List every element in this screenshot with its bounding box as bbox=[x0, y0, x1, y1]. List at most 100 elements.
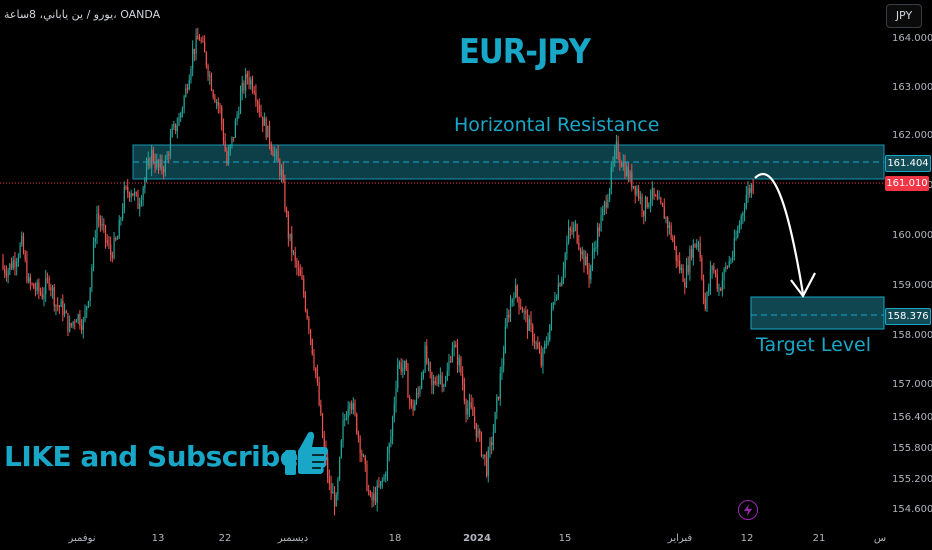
candle-body bbox=[144, 179, 146, 188]
candle-body bbox=[29, 277, 31, 284]
candle-body bbox=[303, 278, 305, 295]
candle-body bbox=[133, 192, 136, 196]
candle-body bbox=[578, 242, 580, 250]
candle-body bbox=[43, 294, 45, 299]
candle-body bbox=[241, 82, 243, 93]
candle-body bbox=[248, 77, 250, 85]
candle-body bbox=[714, 270, 717, 275]
candle-body bbox=[448, 361, 450, 371]
y-tick-label: 164.000 bbox=[892, 33, 932, 44]
candle-body bbox=[318, 382, 320, 405]
candle-body bbox=[186, 88, 189, 90]
candle-body bbox=[51, 287, 54, 291]
candle-body bbox=[371, 495, 373, 501]
candle-body bbox=[643, 210, 645, 217]
candle-body bbox=[33, 283, 35, 289]
candle-body bbox=[62, 300, 64, 316]
candle-body bbox=[689, 248, 691, 273]
candle-body bbox=[164, 159, 166, 172]
candle-body bbox=[374, 493, 377, 503]
candle-body bbox=[513, 297, 515, 299]
candle-body bbox=[672, 237, 674, 242]
arrow-head bbox=[790, 272, 816, 299]
candle-body bbox=[444, 380, 447, 386]
candle-body bbox=[752, 184, 754, 192]
candle-body bbox=[332, 491, 334, 494]
target-zone bbox=[750, 296, 885, 330]
candle-body bbox=[380, 481, 382, 487]
candle-body bbox=[130, 193, 132, 198]
candle-body bbox=[656, 195, 659, 200]
candle-body bbox=[55, 305, 57, 307]
candle-body bbox=[263, 118, 266, 126]
candle-body bbox=[709, 269, 712, 288]
candle-body bbox=[544, 344, 546, 350]
candle-body bbox=[684, 282, 686, 288]
candle-body bbox=[14, 260, 16, 267]
candle-body bbox=[576, 224, 578, 243]
candle-body bbox=[533, 341, 536, 343]
candle-body bbox=[226, 150, 228, 165]
candle-body bbox=[685, 265, 688, 288]
candle-body bbox=[176, 125, 178, 132]
candle-body bbox=[639, 196, 641, 199]
candle-body bbox=[477, 430, 479, 437]
candle-body bbox=[518, 297, 520, 308]
candle-body bbox=[545, 343, 547, 345]
x-tick-label: نوفمبر bbox=[67, 533, 95, 544]
candle-body bbox=[586, 256, 588, 270]
candle-body bbox=[451, 347, 453, 362]
candle-body bbox=[615, 141, 618, 151]
candle-body bbox=[198, 39, 201, 41]
candle-body bbox=[692, 243, 694, 258]
candle-body bbox=[316, 373, 319, 383]
candle-body bbox=[149, 158, 151, 168]
candle-body bbox=[515, 285, 517, 298]
candle-body bbox=[128, 192, 131, 198]
candle-body bbox=[53, 287, 55, 307]
candle-body bbox=[246, 74, 248, 78]
candle-body bbox=[82, 319, 84, 331]
candle-body bbox=[602, 208, 604, 216]
candle-body bbox=[352, 402, 354, 410]
candle-body bbox=[315, 367, 317, 374]
candle-body bbox=[77, 314, 79, 321]
candle-body bbox=[675, 246, 677, 261]
candle-body bbox=[122, 209, 124, 219]
candle-body bbox=[116, 238, 119, 240]
candle-body bbox=[723, 269, 725, 281]
candle-body bbox=[390, 436, 392, 444]
candle-body bbox=[591, 251, 594, 266]
candle-body bbox=[99, 219, 101, 226]
candle-body bbox=[458, 357, 460, 366]
candle-body bbox=[410, 400, 412, 406]
candle-body bbox=[79, 314, 81, 326]
currency-button[interactable]: JPY bbox=[886, 4, 922, 28]
candle-body bbox=[479, 430, 481, 434]
candle-body bbox=[415, 392, 418, 403]
candle-body bbox=[496, 396, 498, 413]
candle-body bbox=[526, 313, 529, 331]
candle-body bbox=[356, 413, 358, 434]
y-axis: 164.000163.000162.000161.000160.000159.0… bbox=[892, 33, 932, 515]
y-tick-label: 156.400 bbox=[892, 412, 932, 423]
candle-body bbox=[195, 35, 197, 54]
candle-body bbox=[57, 305, 59, 307]
candle-body bbox=[92, 241, 95, 268]
candle-body bbox=[530, 319, 532, 326]
candle-body bbox=[229, 145, 231, 152]
candle-body bbox=[470, 402, 472, 408]
candle-body bbox=[525, 310, 527, 314]
candle-body bbox=[320, 404, 322, 414]
candle-body bbox=[521, 308, 524, 313]
candle-body bbox=[41, 293, 43, 299]
candle-body bbox=[245, 74, 247, 91]
candle-body bbox=[726, 266, 729, 268]
candle-body bbox=[89, 287, 91, 302]
lightning-icon[interactable] bbox=[738, 500, 758, 520]
candle-body bbox=[373, 493, 375, 501]
candle-body bbox=[393, 403, 395, 418]
candle-body bbox=[579, 249, 582, 255]
y-tick-label: 163.000 bbox=[892, 82, 932, 93]
candle-body bbox=[140, 199, 143, 205]
